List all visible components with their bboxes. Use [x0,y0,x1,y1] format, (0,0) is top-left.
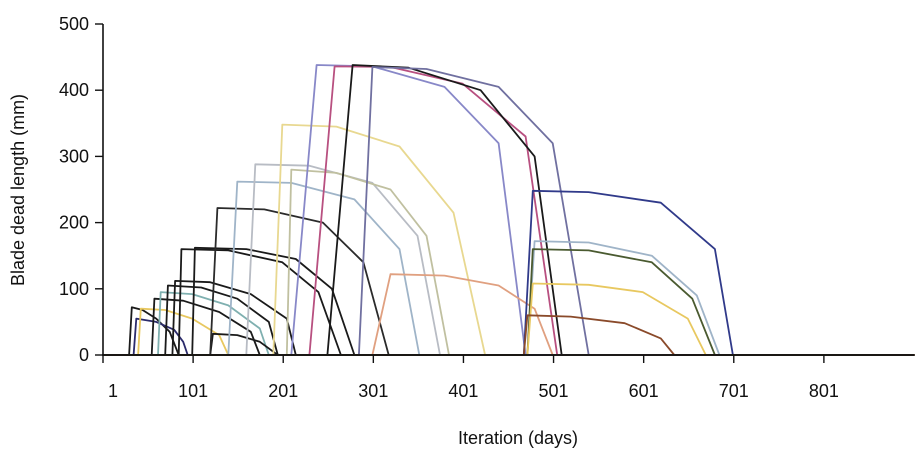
series-line-11 [102,207,915,356]
series-line-1 [102,306,915,356]
x-tick-label: 701 [719,381,749,401]
series-line-24 [102,282,915,356]
series-line-13 [102,163,915,356]
x-axis-title: Iteration (days) [458,428,578,448]
y-tick-label: 400 [59,80,89,100]
y-tick-label: 300 [59,146,89,166]
x-tick-label: 501 [539,381,569,401]
series-line-17 [102,65,915,356]
y-ticks: 0 100 200 300 400 500 [59,14,103,365]
series-line-19 [102,66,915,356]
series-line-23 [102,248,915,356]
series-line-5 [102,291,915,356]
series-line-2 [102,317,915,356]
series-line-4 [102,297,915,356]
x-ticks: 1 101 201 301 401 501 601 701 801 [102,355,839,401]
series-line-6 [102,284,915,356]
series-line-18 [102,64,915,356]
x-tick-label: 801 [809,381,839,401]
x-tick-label: 1 [108,381,118,401]
x-tick-label: 301 [358,381,388,401]
series-line-7 [102,279,915,356]
series-line-20 [102,273,915,356]
series-line-21 [102,189,915,356]
series-line-15 [102,168,915,356]
y-tick-label: 200 [59,213,89,233]
series-line-3 [102,307,915,356]
series-line-25 [102,314,915,356]
y-tick-label: 500 [59,14,89,34]
x-tick-label: 601 [629,381,659,401]
series-line-16 [102,64,915,356]
x-tick-label: 401 [448,381,478,401]
x-tick-label: 101 [178,381,208,401]
y-axis-title: Blade dead length (mm) [8,94,28,286]
series-line-10 [102,332,915,356]
series-line-8 [102,248,915,356]
y-tick-label: 100 [59,279,89,299]
x-tick-label: 201 [268,381,298,401]
series-layer [102,64,915,356]
series-line-22 [102,240,915,356]
series-line-14 [102,123,915,356]
series-line-9 [102,246,915,356]
y-tick-label: 0 [79,345,89,365]
